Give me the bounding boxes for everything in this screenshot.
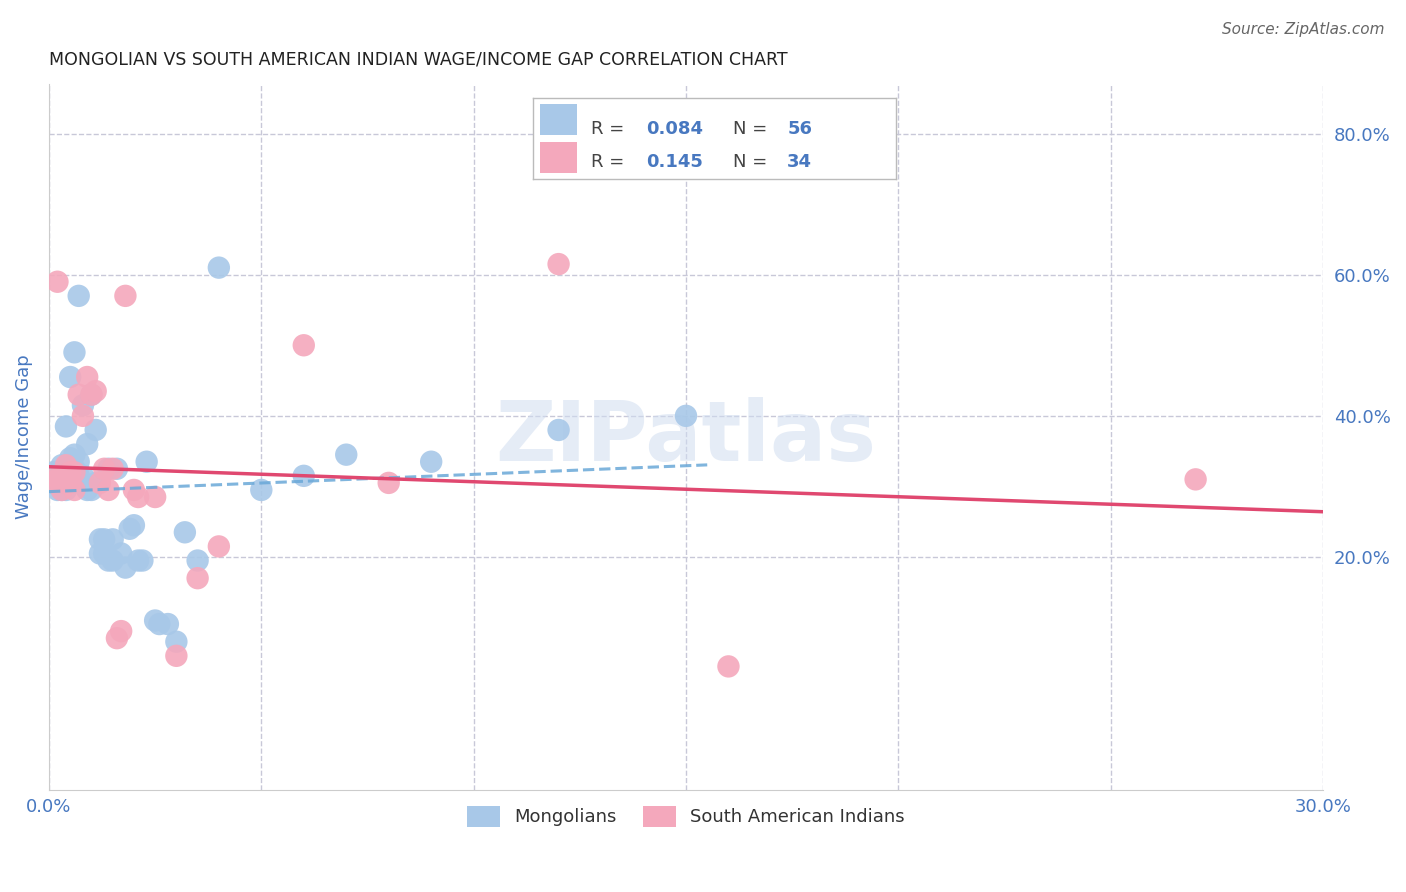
- Point: [93, 462, 115, 476]
- Point: [46, 483, 69, 497]
- Point: [89, 475, 111, 490]
- Point: [42, 472, 65, 486]
- Point: [55, 483, 77, 497]
- Point: [76, 370, 98, 384]
- Point: [72, 468, 94, 483]
- Text: Source: ZipAtlas.com: Source: ZipAtlas.com: [1222, 22, 1385, 37]
- Point: [67, 387, 90, 401]
- Point: [80, 387, 103, 401]
- Point: [76, 483, 98, 497]
- Point: [93, 533, 115, 547]
- Point: [76, 437, 98, 451]
- Point: [122, 518, 145, 533]
- Point: [51, 483, 73, 497]
- Point: [59, 475, 82, 490]
- Point: [55, 458, 77, 473]
- Point: [63, 483, 86, 497]
- Point: [59, 465, 82, 479]
- Point: [97, 462, 120, 476]
- Point: [55, 419, 77, 434]
- Point: [208, 260, 231, 275]
- Point: [675, 409, 697, 423]
- Point: [42, 465, 65, 479]
- Point: [97, 553, 120, 567]
- Point: [67, 468, 90, 483]
- Point: [51, 472, 73, 486]
- Point: [143, 490, 166, 504]
- Point: [67, 455, 90, 469]
- Point: [156, 617, 179, 632]
- Point: [101, 533, 124, 547]
- Point: [46, 275, 69, 289]
- Point: [63, 448, 86, 462]
- Point: [187, 571, 209, 585]
- Point: [335, 448, 357, 462]
- Point: [84, 384, 107, 399]
- Point: [80, 483, 103, 497]
- Point: [51, 458, 73, 473]
- Point: [84, 475, 107, 490]
- Point: [63, 345, 86, 359]
- Point: [93, 546, 115, 560]
- Point: [187, 553, 209, 567]
- Text: ZIPatlas: ZIPatlas: [495, 397, 876, 477]
- Point: [250, 483, 273, 497]
- Point: [148, 617, 170, 632]
- Point: [59, 465, 82, 479]
- Point: [55, 475, 77, 490]
- Point: [89, 533, 111, 547]
- Point: [72, 409, 94, 423]
- Point: [377, 475, 399, 490]
- Point: [143, 614, 166, 628]
- Point: [72, 398, 94, 412]
- Point: [131, 553, 153, 567]
- Point: [59, 370, 82, 384]
- Point: [84, 423, 107, 437]
- Point: [173, 525, 195, 540]
- Point: [118, 522, 141, 536]
- Point: [46, 472, 69, 486]
- Point: [55, 475, 77, 490]
- Point: [89, 546, 111, 560]
- Point: [717, 659, 740, 673]
- Point: [97, 483, 120, 497]
- Point: [122, 483, 145, 497]
- Y-axis label: Wage/Income Gap: Wage/Income Gap: [15, 355, 32, 519]
- Point: [135, 455, 157, 469]
- Point: [114, 560, 136, 574]
- Point: [165, 634, 187, 648]
- Point: [101, 553, 124, 567]
- Point: [105, 631, 128, 645]
- Point: [80, 387, 103, 401]
- Point: [292, 468, 315, 483]
- Point: [101, 462, 124, 476]
- Point: [67, 289, 90, 303]
- Point: [110, 624, 132, 639]
- Point: [165, 648, 187, 663]
- Point: [63, 462, 86, 476]
- Point: [292, 338, 315, 352]
- Point: [547, 423, 569, 437]
- Point: [547, 257, 569, 271]
- Point: [42, 475, 65, 490]
- Point: [208, 540, 231, 554]
- Point: [105, 462, 128, 476]
- Point: [127, 553, 149, 567]
- Point: [127, 490, 149, 504]
- Point: [46, 472, 69, 486]
- Text: MONGOLIAN VS SOUTH AMERICAN INDIAN WAGE/INCOME GAP CORRELATION CHART: MONGOLIAN VS SOUTH AMERICAN INDIAN WAGE/…: [49, 51, 787, 69]
- Point: [59, 451, 82, 466]
- Point: [51, 472, 73, 486]
- Point: [63, 465, 86, 479]
- Legend: Mongolians, South American Indians: Mongolians, South American Indians: [460, 798, 912, 834]
- Point: [110, 546, 132, 560]
- Point: [1184, 472, 1206, 486]
- Point: [51, 483, 73, 497]
- Point: [420, 455, 443, 469]
- Point: [114, 289, 136, 303]
